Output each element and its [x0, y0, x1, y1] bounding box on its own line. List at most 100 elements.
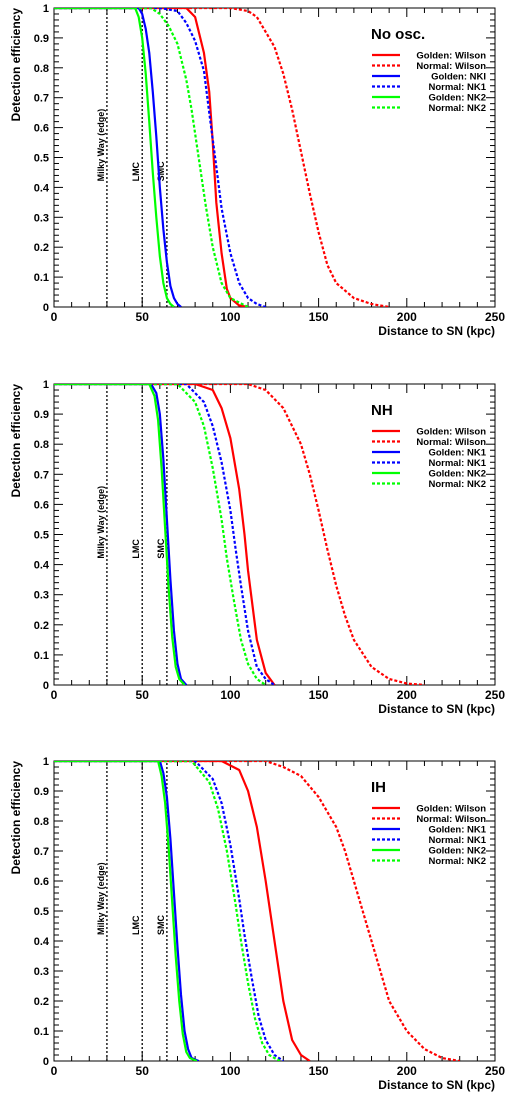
legend-label: Golden: NK2 — [428, 846, 486, 857]
legend-label: Normal: Wilson — [416, 61, 486, 72]
x-tick-label: 250 — [485, 1064, 505, 1078]
y-tick-label: 0.7 — [34, 846, 49, 858]
series-line — [54, 384, 188, 685]
legend-label: Normal: NK2 — [428, 103, 486, 114]
x-tick-label: 50 — [136, 310, 150, 324]
legend-label: Golden: NK1 — [428, 825, 486, 836]
y-tick-label: 1 — [43, 379, 49, 391]
reference-line-label: LMC — [131, 161, 141, 181]
y-tick-label: 0.2 — [34, 242, 49, 254]
legend-label: Normal: NK1 — [428, 835, 486, 846]
legend-label: Normal: NK1 — [428, 82, 486, 93]
reference-line-label: SMC — [156, 915, 166, 936]
series-group — [54, 8, 390, 307]
series-line — [54, 761, 281, 1061]
y-tick-label: 0.8 — [34, 816, 49, 828]
series-line — [54, 761, 284, 1061]
chart-panel-1: 0 0.1 0.2 0.3 0.4 0.5 0.6 0.7 0.8 0.9 1 0 50 100 150 20… — [9, 3, 505, 338]
series-line — [54, 384, 425, 685]
reference-line-label: Milky Way (edge) — [96, 862, 106, 935]
chart-panel-2: 0 0.1 0.2 0.3 0.4 0.5 0.6 0.7 0.8 0.9 1 0 50 100 150 20… — [9, 379, 505, 716]
x-axis-label: Distance to SN (kpc) — [378, 1078, 495, 1092]
series-line — [54, 8, 249, 307]
y-tick-label: 0.7 — [34, 469, 49, 481]
y-tick-label: 0.5 — [34, 153, 49, 165]
legend-label: Golden: NK2 — [428, 469, 486, 480]
reference-line-label: Milky Way (edge) — [96, 486, 106, 559]
chart-panel-3: 0 0.1 0.2 0.3 0.4 0.5 0.6 0.7 0.8 0.9 1 0 50 100 150 20… — [9, 756, 505, 1092]
y-tick-label: 0 — [43, 1056, 49, 1068]
x-tick-label: 150 — [309, 1064, 329, 1078]
y-tick-label: 0.8 — [34, 63, 49, 75]
x-tick-label: 200 — [397, 1064, 417, 1078]
x-axis-label: Distance to SN (kpc) — [378, 702, 495, 716]
y-axis-label: Detection efficiency — [9, 8, 23, 122]
y-tick-label: 0.2 — [34, 620, 49, 632]
y-tick-label: 0.5 — [34, 530, 49, 542]
y-tick-label: 0.9 — [34, 409, 49, 421]
y-tick-label: 0.7 — [34, 93, 49, 105]
y-axis-label: Detection efficiency — [9, 761, 23, 875]
legend-label: Normal: Wilson — [416, 437, 486, 448]
series-line — [54, 761, 460, 1061]
series-line — [54, 384, 276, 685]
y-tick-label: 0.4 — [34, 560, 50, 572]
y-tick-label: 0.3 — [34, 590, 49, 602]
x-tick-label: 150 — [309, 310, 329, 324]
y-tick-label: 0.6 — [34, 499, 49, 511]
y-tick-label: 0.8 — [34, 439, 49, 451]
legend-label: Normal: Wilson — [416, 814, 486, 825]
x-tick-label: 0 — [51, 688, 58, 702]
x-tick-label: 50 — [136, 1064, 150, 1078]
series-line — [54, 8, 182, 307]
series-line — [54, 8, 390, 307]
legend-label: Normal: NK2 — [428, 856, 486, 867]
reference-line-label: SMC — [156, 538, 166, 559]
y-tick-label: 0 — [43, 680, 49, 692]
y-tick-label: 0.2 — [34, 996, 49, 1008]
legend-label: Normal: NK2 — [428, 479, 486, 490]
series-line — [54, 761, 311, 1061]
y-tick-label: 0.4 — [34, 182, 50, 194]
reference-line-label: LMC — [131, 915, 141, 935]
legend-label: Golden: NK2 — [428, 93, 486, 104]
y-tick-label: 0.1 — [34, 650, 49, 662]
legend-label: Golden: NK1 — [428, 448, 486, 459]
x-tick-label: 100 — [220, 688, 240, 702]
y-tick-label: 0.6 — [34, 876, 49, 888]
series-group — [54, 384, 425, 685]
series-group — [54, 761, 460, 1061]
panel-title: NH — [371, 402, 393, 419]
y-tick-label: 0.1 — [34, 1026, 49, 1038]
y-tick-label: 0.4 — [34, 936, 50, 948]
y-tick-label: 0.3 — [34, 212, 49, 224]
x-tick-label: 250 — [485, 310, 505, 324]
y-tick-label: 0.9 — [34, 786, 49, 798]
series-line — [54, 8, 267, 307]
x-axis-label: Distance to SN (kpc) — [378, 324, 495, 338]
series-line — [54, 384, 186, 685]
y-tick-label: 0.6 — [34, 123, 49, 135]
reference-line-label: Milky Way (edge) — [96, 109, 106, 182]
y-axis-label: Detection efficiency — [9, 384, 23, 498]
legend-label: Golden: Wilson — [416, 804, 486, 815]
reference-line-label: LMC — [131, 539, 141, 559]
legend-label: Golden: NKI — [431, 72, 486, 83]
y-tick-label: 0 — [43, 302, 49, 314]
x-tick-label: 200 — [397, 688, 417, 702]
y-tick-label: 0.3 — [34, 966, 49, 978]
x-tick-label: 100 — [220, 310, 240, 324]
y-tick-label: 1 — [43, 756, 49, 768]
x-tick-label: 50 — [136, 688, 150, 702]
legend-label: Normal: NK1 — [428, 458, 486, 469]
y-tick-label: 0.1 — [34, 272, 49, 284]
series-line — [54, 761, 198, 1061]
series-line — [54, 761, 200, 1061]
x-tick-label: 0 — [51, 310, 58, 324]
panel-title: No osc. — [371, 26, 425, 43]
x-tick-label: 250 — [485, 688, 505, 702]
